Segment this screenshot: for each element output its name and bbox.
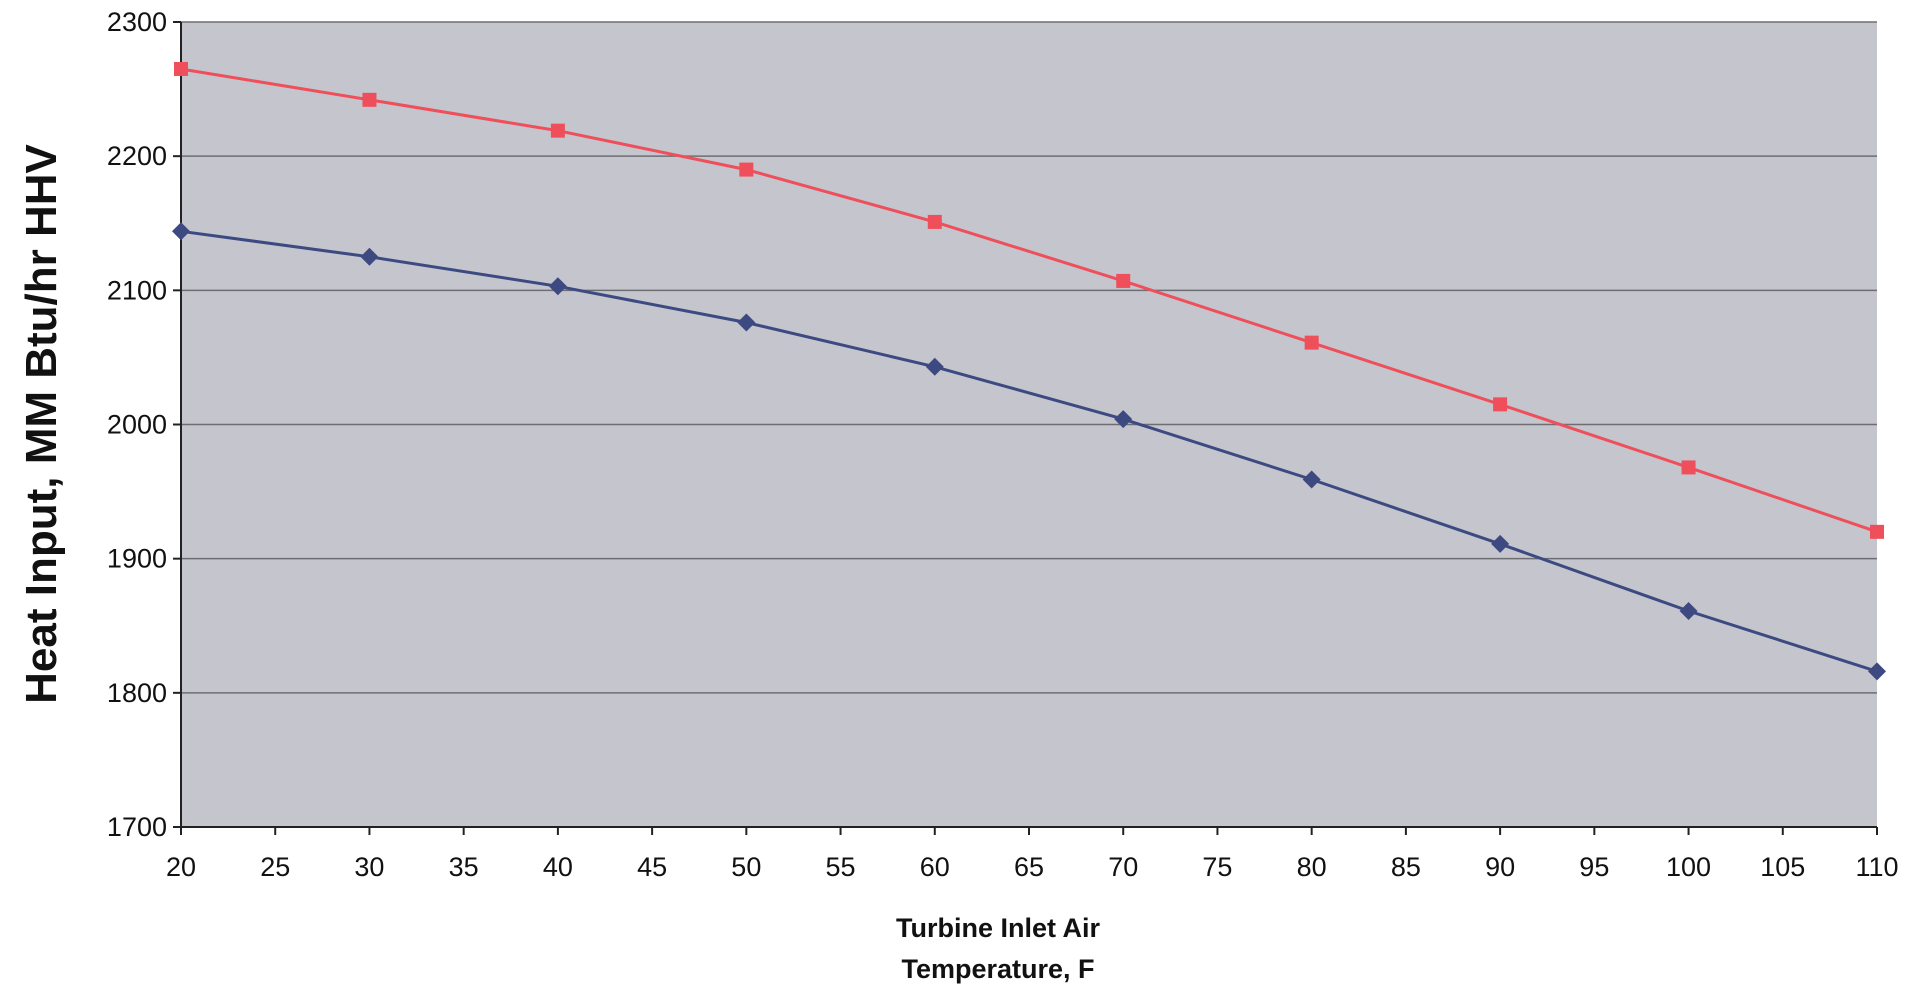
x-tick-label: 65: [1014, 852, 1044, 882]
y-tick-label: 2000: [107, 410, 167, 440]
y-tick-label: 1900: [107, 544, 167, 574]
series-2-point: [1114, 410, 1133, 429]
x-tick-label: 110: [1855, 852, 1898, 882]
series-1-point: [1116, 273, 1131, 288]
series-2-point: [925, 357, 944, 376]
series-1-point: [1681, 460, 1696, 475]
series-1-point: [927, 214, 942, 229]
x-tick-label: 55: [826, 852, 856, 882]
y-tick-label: 2300: [107, 7, 167, 37]
series-1-line: [180, 67, 1878, 534]
series-1-point: [1493, 397, 1508, 412]
x-tick-label: 25: [260, 852, 290, 882]
series-2-point: [1679, 601, 1698, 620]
x-tick-label: 90: [1485, 852, 1515, 882]
x-tick-label: 105: [1760, 852, 1805, 882]
y-axis-label: Heat Input, MM Btu/hr HHV: [17, 143, 66, 703]
y-tick-label: 2200: [107, 141, 167, 171]
x-tick-label: 80: [1297, 852, 1327, 882]
x-tick-label: 85: [1391, 852, 1421, 882]
series: [172, 61, 1886, 681]
x-tick-label: 50: [731, 852, 761, 882]
series-2-point: [1302, 470, 1321, 489]
x-tick-labels: 20 25 30 35 40 45 50 55 60 65 70 75 80 85 90 95 100 105 11…: [166, 827, 1899, 882]
x-tick-label: 95: [1579, 852, 1609, 882]
series-1-point: [362, 92, 377, 107]
x-tick-label: 60: [920, 852, 950, 882]
series-2-point: [737, 313, 756, 332]
x-tick-label: 45: [637, 852, 667, 882]
x-tick-label: 35: [449, 852, 479, 882]
x-tick-label: 40: [543, 852, 573, 882]
y-tick-label: 2100: [107, 275, 167, 305]
x-tick-label: 75: [1202, 852, 1232, 882]
series-1-point: [739, 162, 754, 177]
series-2-point: [1491, 534, 1510, 553]
series-1-point: [550, 123, 565, 138]
series-2-point: [548, 277, 567, 296]
x-tick-label: 70: [1108, 852, 1138, 882]
gridlines: [181, 21, 1877, 694]
series-1-point: [1870, 524, 1884, 539]
y-tick-labels: 1700 1800 1900 2000 2100 2200 2300: [107, 7, 181, 842]
x-tick-label: 30: [354, 852, 384, 882]
x-tick-label: 100: [1666, 852, 1711, 882]
series-1-point: [174, 61, 188, 76]
y-tick-label: 1800: [107, 678, 167, 708]
x-tick-label: 20: [166, 852, 196, 882]
x-axis-label-line-1: Turbine Inlet Air: [896, 913, 1100, 943]
series-1-point: [1304, 335, 1319, 350]
y-tick-label: 1700: [107, 812, 167, 842]
series-2-point: [172, 222, 190, 241]
x-axis-label-line-2: Temperature, F: [901, 954, 1094, 984]
series-2-point: [1868, 662, 1886, 681]
series-2-line: [180, 229, 1878, 673]
series-2-point: [360, 247, 379, 266]
